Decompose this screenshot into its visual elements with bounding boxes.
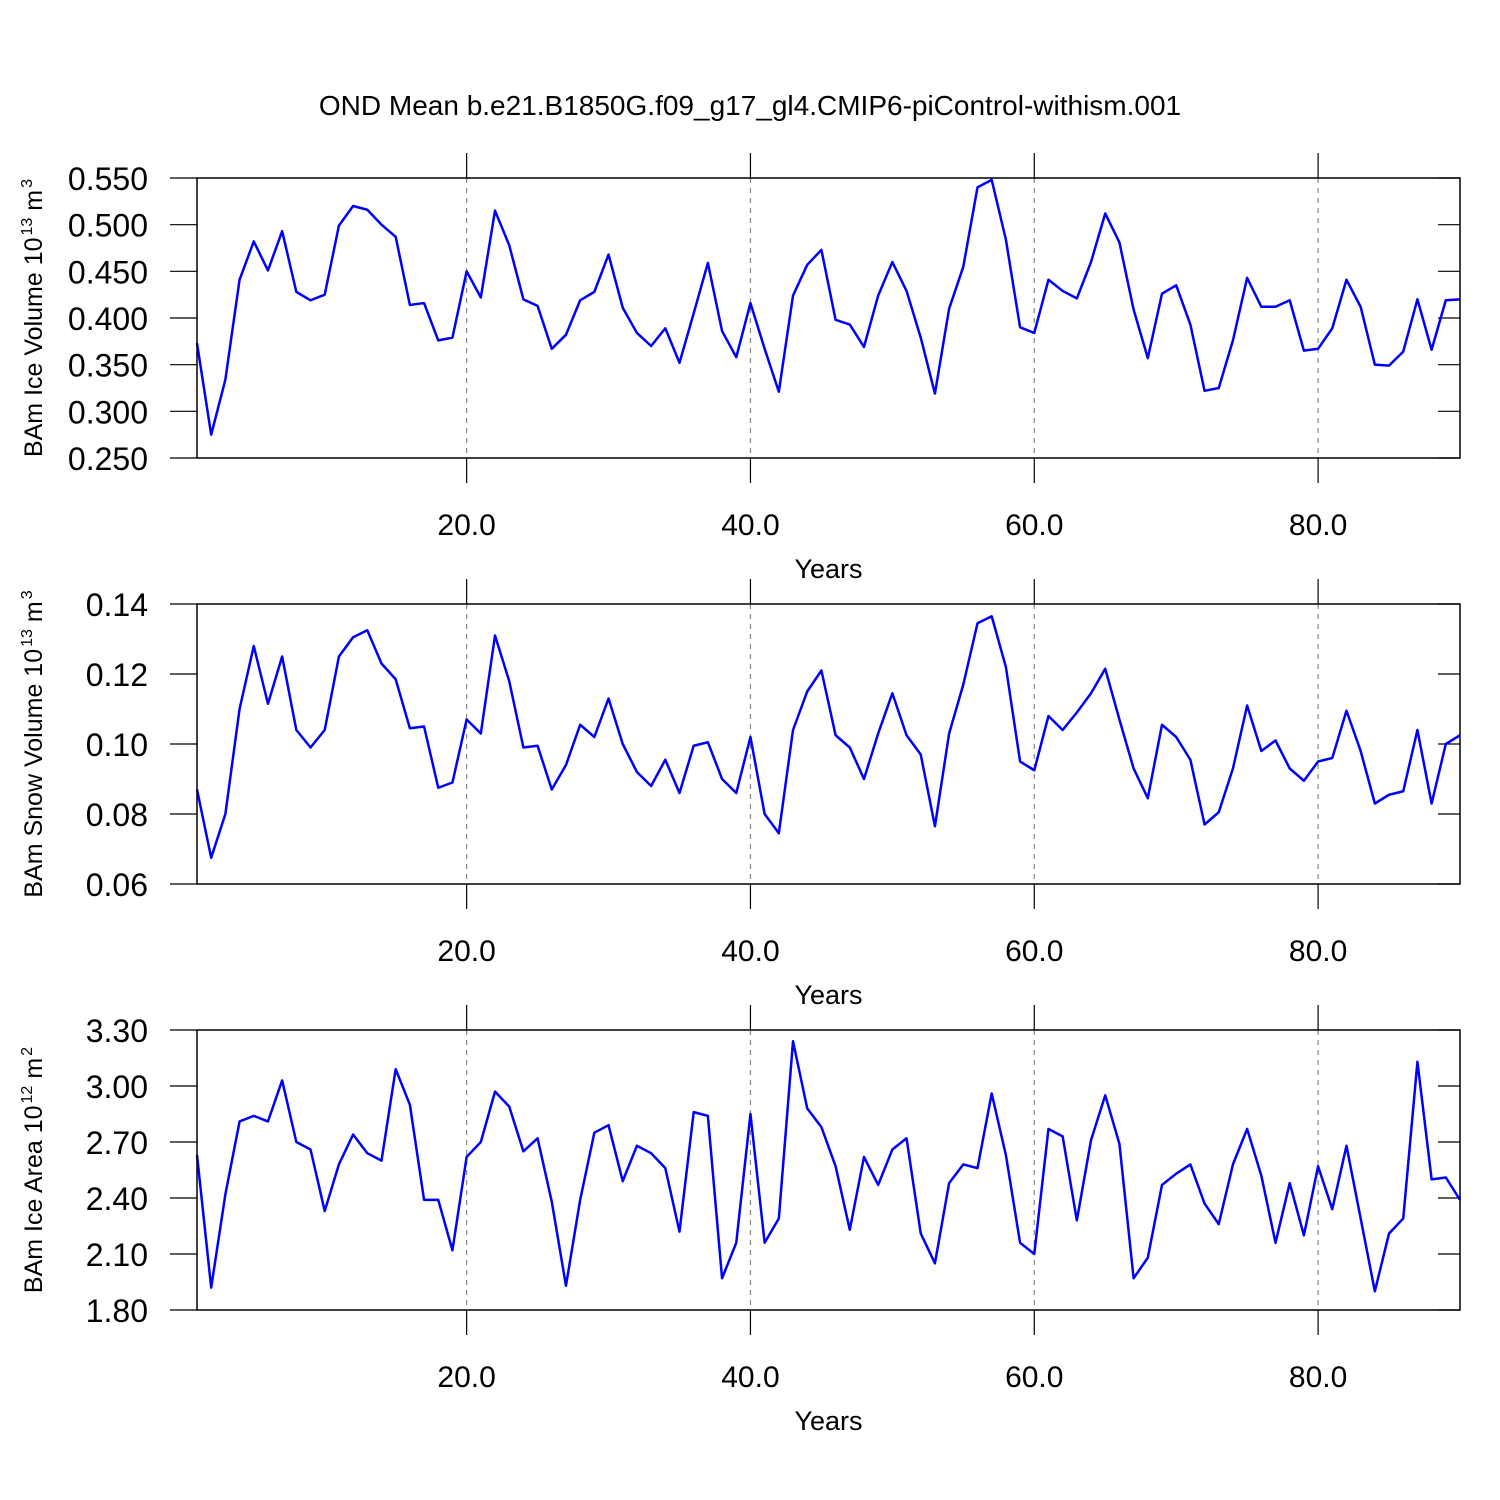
y-axis-label-part: BAm Ice Area 10 bbox=[20, 1105, 48, 1293]
y-tick-label: 3.00 bbox=[86, 1069, 148, 1105]
y-axis-label: BAm Ice Area 1012 m 2 bbox=[19, 1047, 48, 1293]
x-axis-label: Years bbox=[794, 980, 862, 1010]
x-tick-label: 40.0 bbox=[721, 935, 779, 968]
data-line bbox=[195, 178, 1461, 436]
y-tick-label: 0.08 bbox=[86, 797, 148, 833]
panel: 20.0 40.0 60.0 80.0 0.250 0.300 0.350 0.400 0.45… bbox=[19, 153, 1461, 584]
y-tick-label: 0.350 bbox=[68, 348, 148, 384]
plot-frame bbox=[196, 1029, 1461, 1311]
x-axis-label: Years bbox=[794, 1406, 862, 1436]
y-axis-label-part: BAm Snow Volume 10 bbox=[20, 649, 48, 898]
y-tick-label: 0.10 bbox=[86, 727, 148, 763]
x-tick-label: 80.0 bbox=[1289, 1361, 1347, 1394]
x-tick-label: 60.0 bbox=[1005, 509, 1063, 542]
y-tick-label: 0.500 bbox=[68, 208, 148, 244]
x-tick-label: 40.0 bbox=[721, 509, 779, 542]
y-axis-label-part: m bbox=[20, 601, 48, 622]
y-axis-label-part: 3 bbox=[19, 590, 36, 599]
y-axis-label-part: 2 bbox=[19, 1047, 36, 1056]
y-tick-label: 0.450 bbox=[68, 254, 148, 290]
y-axis-label-part: 13 bbox=[19, 629, 36, 647]
y-axis-label: BAm Snow Volume 10 13 m 3 bbox=[19, 590, 48, 897]
y-axis-label-part: m bbox=[20, 1058, 48, 1079]
plot-frame bbox=[196, 603, 1461, 885]
x-tick-label: 20.0 bbox=[437, 509, 495, 542]
x-tick-label: 20.0 bbox=[437, 935, 495, 968]
plot-frame bbox=[196, 177, 1461, 459]
y-tick-label: 0.250 bbox=[68, 441, 148, 477]
y-tick-label: 0.14 bbox=[86, 587, 148, 623]
x-tick-label: 80.0 bbox=[1289, 935, 1347, 968]
y-axis-label: BAm Ice Volume 1013 m 3 bbox=[19, 179, 48, 457]
x-tick-label: 60.0 bbox=[1005, 935, 1063, 968]
panel: 20.0 40.0 60.0 80.0 0.06 0.08 0.10 0.12 0.14 Year… bbox=[19, 579, 1461, 1010]
y-axis-label-part: 3 bbox=[19, 179, 36, 188]
y-tick-label: 2.70 bbox=[86, 1125, 148, 1161]
data-line bbox=[195, 615, 1461, 859]
x-axis-label: Years bbox=[794, 554, 862, 584]
y-tick-label: 2.40 bbox=[86, 1181, 148, 1217]
panel: 20.0 40.0 60.0 80.0 1.80 2.10 2.40 2.70 3.00 3.30… bbox=[19, 1005, 1462, 1436]
x-tick-label: 20.0 bbox=[437, 1361, 495, 1394]
x-tick-label: 80.0 bbox=[1289, 509, 1347, 542]
y-axis-label-part: m bbox=[20, 190, 48, 211]
x-tick-label: 40.0 bbox=[721, 1361, 779, 1394]
chart-title: OND Mean b.e21.B1850G.f09_g17_gl4.CMIP6-… bbox=[319, 90, 1181, 121]
y-tick-label: 1.80 bbox=[86, 1293, 148, 1329]
y-tick-label: 0.12 bbox=[86, 657, 148, 693]
y-tick-label: 0.06 bbox=[86, 867, 148, 903]
y-tick-label: 3.30 bbox=[86, 1013, 148, 1049]
y-axis-label-part: 12 bbox=[19, 1086, 36, 1104]
data-line bbox=[195, 1039, 1462, 1293]
y-tick-label: 0.550 bbox=[68, 161, 148, 197]
y-tick-label: 0.400 bbox=[68, 301, 148, 337]
x-tick-label: 60.0 bbox=[1005, 1361, 1063, 1394]
y-axis-label-part: BAm Ice Volume 10 bbox=[20, 237, 48, 457]
y-tick-label: 2.10 bbox=[86, 1237, 148, 1273]
y-axis-label-part: 13 bbox=[19, 218, 36, 236]
y-tick-label: 0.300 bbox=[68, 394, 148, 430]
